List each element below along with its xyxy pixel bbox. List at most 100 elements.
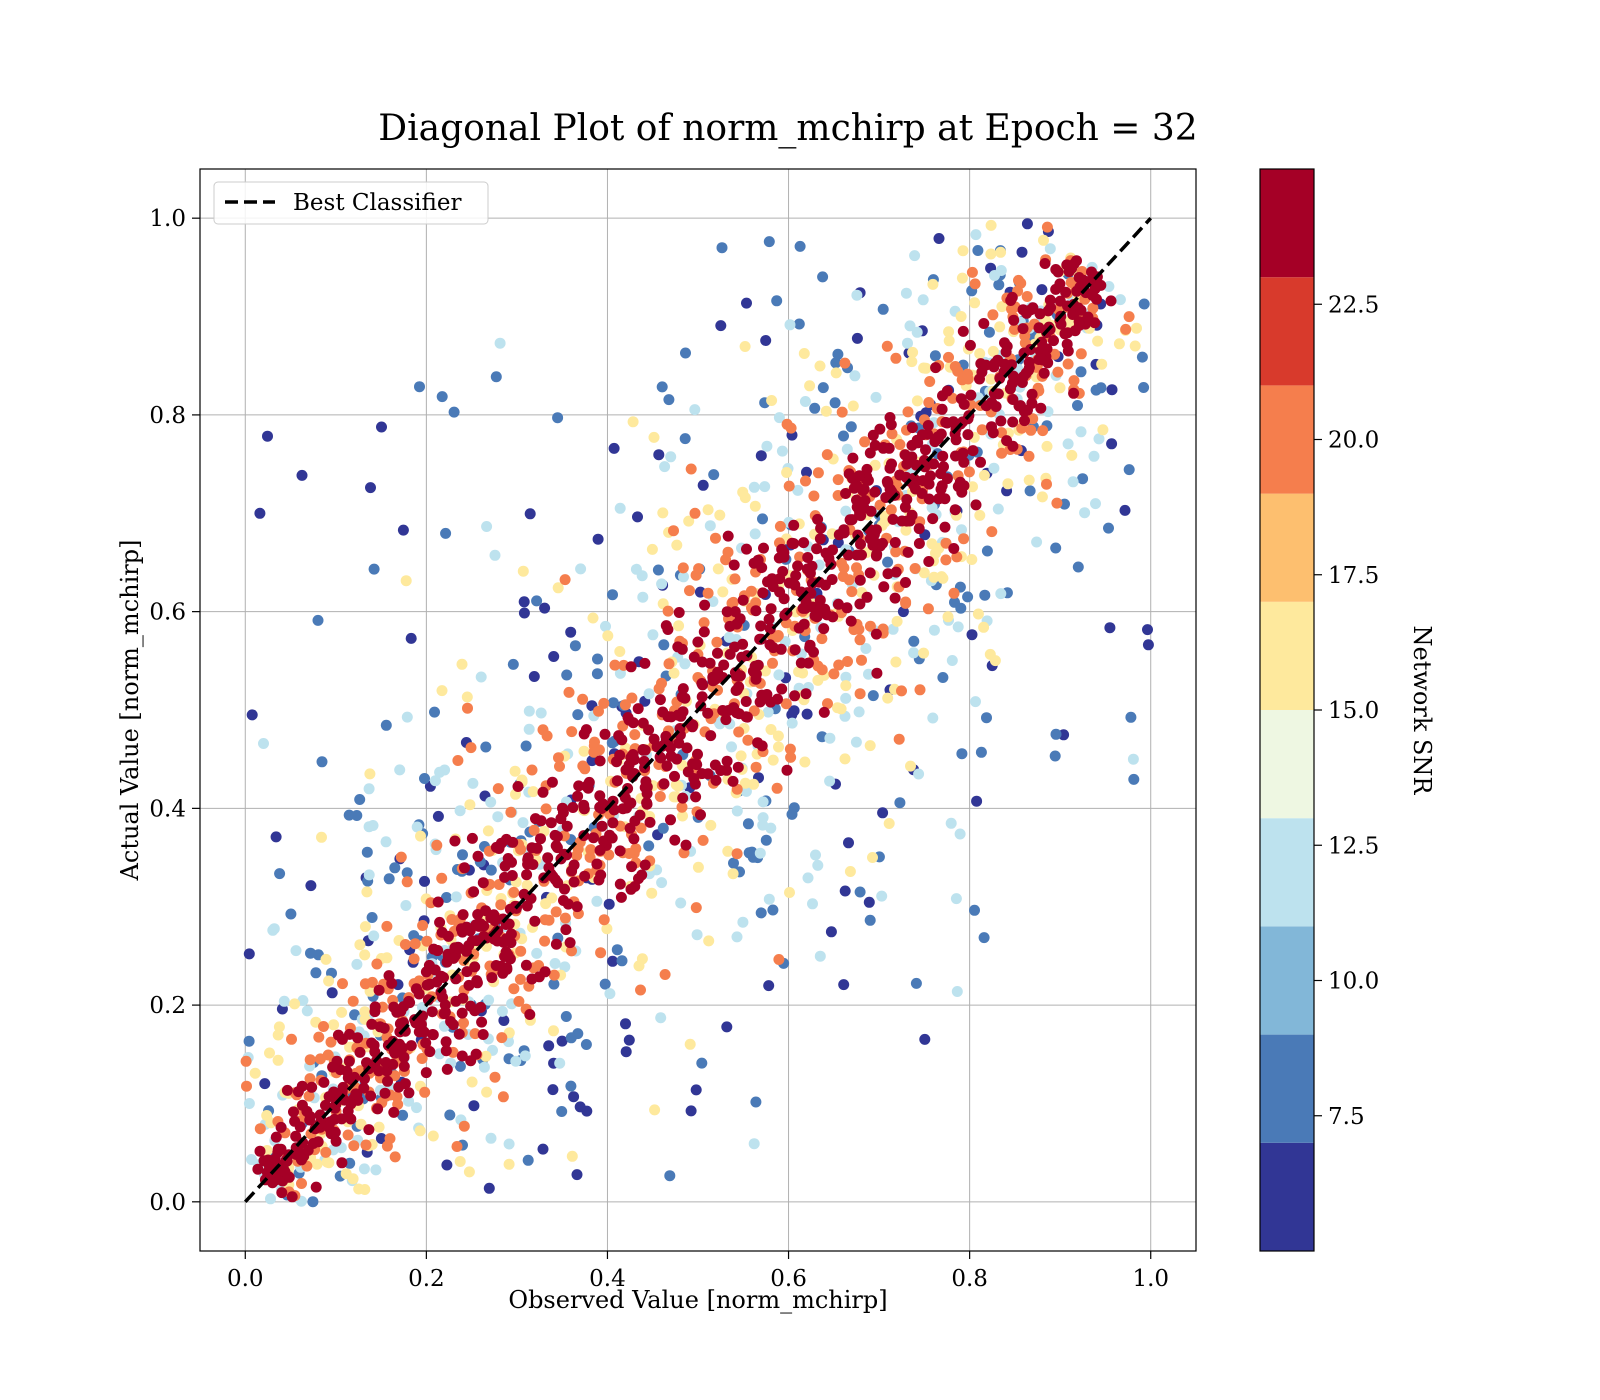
scatter-point xyxy=(365,482,376,494)
scatter-point xyxy=(565,1080,577,1092)
scatter-point xyxy=(702,768,714,780)
scatter-point xyxy=(578,803,590,815)
scatter-point xyxy=(528,671,540,682)
scatter-point xyxy=(739,341,751,352)
scatter-point xyxy=(568,1091,580,1103)
scatter-point xyxy=(712,666,724,678)
scatter-point xyxy=(828,668,840,680)
scatter-point xyxy=(766,395,778,406)
scatter-point xyxy=(599,728,611,740)
scatter-point xyxy=(546,776,558,788)
scatter-point xyxy=(827,611,839,623)
scatter-point xyxy=(917,429,928,441)
scatter-point xyxy=(608,804,620,816)
scatter-point xyxy=(687,719,699,731)
scatter-point xyxy=(614,749,626,761)
y-tick-label: 0.0 xyxy=(149,1190,186,1216)
scatter-point xyxy=(500,833,512,845)
scatter-point xyxy=(1050,283,1062,295)
y-tick-label: 0.6 xyxy=(149,600,186,626)
scatter-point xyxy=(821,449,833,461)
scatter-point xyxy=(481,521,493,532)
scatter-point xyxy=(264,1047,275,1059)
scatter-point xyxy=(664,742,676,754)
scatter-point xyxy=(579,763,591,775)
scatter-point xyxy=(569,640,581,652)
scatter-point xyxy=(948,587,960,599)
scatter-point xyxy=(671,539,683,551)
scatter-point xyxy=(837,571,849,582)
scatter-point xyxy=(354,794,366,805)
scatter-point xyxy=(737,916,749,928)
y-tick-label: 1.0 xyxy=(149,206,186,232)
scatter-point xyxy=(444,1109,456,1121)
scatter-point xyxy=(492,783,504,795)
scatter-point xyxy=(804,639,816,651)
scatter-point xyxy=(798,348,810,359)
scatter-point xyxy=(340,1168,352,1180)
scatter-point xyxy=(470,919,482,931)
scatter-point xyxy=(457,909,469,921)
scatter-point xyxy=(786,537,798,549)
scatter-point xyxy=(841,602,853,614)
scatter-point xyxy=(636,570,648,582)
scatter-point xyxy=(924,376,936,387)
scatter-point xyxy=(496,1032,508,1044)
scatter-point xyxy=(411,1102,422,1114)
scatter-point xyxy=(448,406,460,418)
scatter-point xyxy=(419,773,430,784)
scatter-point xyxy=(389,1151,401,1163)
scatter-point xyxy=(972,245,984,256)
scatter-point xyxy=(812,513,824,525)
scatter-point xyxy=(1093,433,1105,445)
scatter-point xyxy=(454,1060,466,1072)
scatter-point xyxy=(585,844,597,856)
scatter-point xyxy=(1033,322,1045,334)
scatter-point xyxy=(434,916,446,928)
scatter-point xyxy=(246,709,258,721)
x-tick-label: 0.0 xyxy=(227,1266,264,1292)
scatter-point xyxy=(771,295,783,307)
scatter-point xyxy=(927,278,939,290)
scatter-point xyxy=(815,522,827,534)
scatter-point xyxy=(906,422,918,434)
scatter-point xyxy=(996,301,1008,313)
scatter-point xyxy=(408,953,420,965)
scatter-point xyxy=(970,229,982,241)
scatter-point xyxy=(803,563,815,575)
scatter-point xyxy=(1036,284,1048,296)
scatter-point xyxy=(863,668,874,680)
scatter-point xyxy=(986,526,998,538)
scatter-point xyxy=(718,659,730,671)
scatter-point xyxy=(673,737,685,749)
scatter-point xyxy=(755,450,767,462)
scatter-point xyxy=(890,656,902,668)
scatter-point xyxy=(329,1102,341,1114)
scatter-point xyxy=(966,629,978,641)
scatter-point xyxy=(1021,218,1033,230)
scatter-point xyxy=(909,563,921,574)
scatter-point xyxy=(381,920,393,932)
scatter-point xyxy=(741,543,752,555)
scatter-point xyxy=(985,219,997,231)
scatter-point xyxy=(381,952,393,964)
scatter-point xyxy=(790,570,802,581)
scatter-point xyxy=(899,449,911,461)
scatter-point xyxy=(913,768,925,780)
scatter-point xyxy=(885,419,897,431)
scatter-point xyxy=(711,636,723,648)
scatter-point xyxy=(314,1053,326,1065)
scatter-point xyxy=(720,714,732,726)
scatter-point xyxy=(342,1072,354,1084)
scatter-point xyxy=(614,646,626,657)
scatter-point xyxy=(861,463,873,475)
scatter-point xyxy=(1082,311,1094,323)
scatter-point xyxy=(1128,773,1140,785)
scatter-point xyxy=(985,248,997,260)
scatter-point xyxy=(363,821,375,833)
scatter-point xyxy=(970,499,982,511)
scatter-point xyxy=(313,1031,325,1043)
scatter-point xyxy=(675,710,687,722)
scatter-point xyxy=(974,373,985,385)
scatter-point xyxy=(731,848,743,860)
